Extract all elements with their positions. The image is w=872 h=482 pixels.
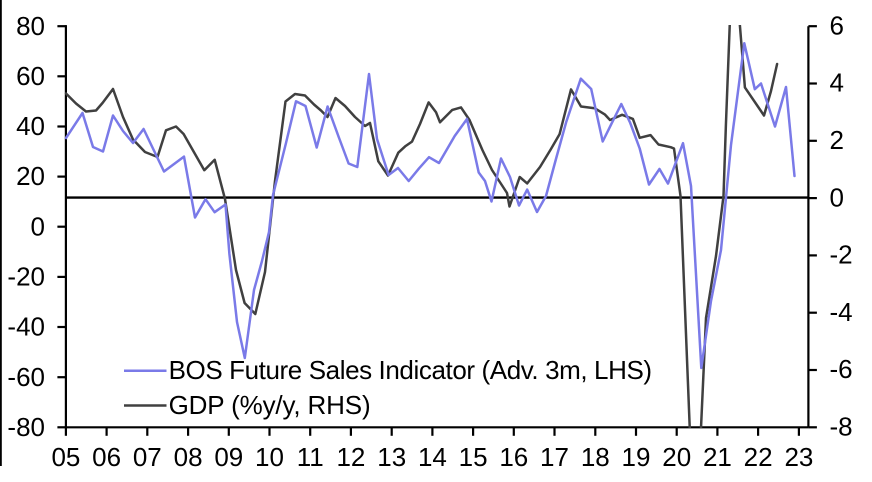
svg-text:13: 13 bbox=[377, 442, 406, 472]
svg-text:21: 21 bbox=[703, 442, 732, 472]
svg-text:80: 80 bbox=[16, 11, 45, 41]
svg-text:-60: -60 bbox=[7, 362, 45, 392]
svg-text:22: 22 bbox=[744, 442, 773, 472]
svg-text:10: 10 bbox=[255, 442, 284, 472]
svg-text:16: 16 bbox=[499, 442, 528, 472]
svg-text:-4: -4 bbox=[830, 297, 853, 327]
svg-text:60: 60 bbox=[16, 61, 45, 91]
svg-text:GDP (%y/y, RHS): GDP (%y/y, RHS) bbox=[169, 390, 371, 420]
svg-text:6: 6 bbox=[830, 10, 844, 40]
svg-text:06: 06 bbox=[92, 442, 121, 472]
svg-text:4: 4 bbox=[830, 68, 844, 98]
svg-text:20: 20 bbox=[16, 161, 45, 191]
svg-text:12: 12 bbox=[336, 442, 365, 472]
svg-text:17: 17 bbox=[540, 442, 569, 472]
svg-text:08: 08 bbox=[174, 442, 203, 472]
svg-text:0: 0 bbox=[31, 211, 45, 241]
svg-text:11: 11 bbox=[297, 442, 324, 472]
svg-text:-80: -80 bbox=[7, 412, 45, 442]
svg-text:19: 19 bbox=[622, 442, 651, 472]
svg-text:09: 09 bbox=[214, 442, 243, 472]
svg-text:18: 18 bbox=[581, 442, 610, 472]
svg-text:07: 07 bbox=[133, 442, 162, 472]
svg-text:14: 14 bbox=[418, 442, 447, 472]
svg-text:2: 2 bbox=[830, 125, 844, 155]
svg-text:-20: -20 bbox=[7, 262, 45, 292]
svg-text:-2: -2 bbox=[830, 240, 853, 270]
svg-text:BOS Future Sales Indicator (Ad: BOS Future Sales Indicator (Adv. 3m, LHS… bbox=[169, 355, 652, 385]
svg-text:20: 20 bbox=[662, 442, 691, 472]
svg-text:40: 40 bbox=[16, 111, 45, 141]
svg-text:15: 15 bbox=[459, 442, 488, 472]
svg-text:0: 0 bbox=[830, 182, 844, 212]
svg-text:23: 23 bbox=[784, 442, 813, 472]
svg-text:-40: -40 bbox=[7, 312, 45, 342]
svg-text:05: 05 bbox=[51, 442, 80, 472]
svg-text:-8: -8 bbox=[830, 412, 853, 442]
svg-text:-6: -6 bbox=[830, 354, 853, 384]
